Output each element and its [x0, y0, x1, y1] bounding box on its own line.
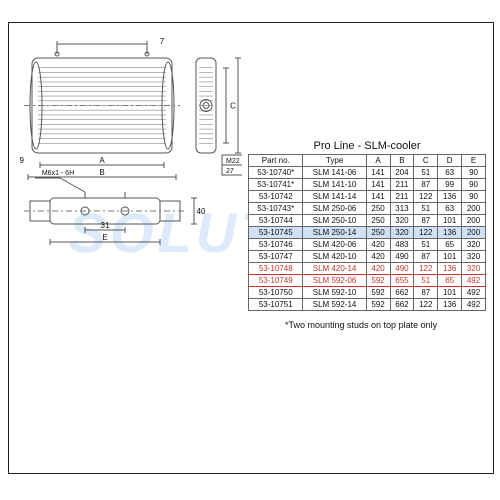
table-row: 53-10744SLM 250-1025032087101200 [249, 215, 486, 227]
table-title: Pro Line - SLM-cooler [248, 140, 486, 152]
table-row: 53-10750SLM 592-1059266287101492 [249, 287, 486, 299]
table-row: 53-10745SLM 250-14250320122136200 [249, 227, 486, 239]
svg-text:B: B [99, 168, 104, 177]
svg-text:40: 40 [197, 207, 206, 216]
svg-text:E: E [102, 233, 107, 242]
svg-text:C: C [230, 102, 236, 111]
svg-text:M22: M22 [226, 158, 240, 165]
table-row: 53-10747SLM 420-1042049087101320 [249, 251, 486, 263]
col-partno: Part no. [249, 155, 303, 167]
svg-text:9: 9 [20, 156, 25, 165]
table-row: 53-10740*SLM 141-06141204516390 [249, 167, 486, 179]
svg-text:M6x1 - 6H: M6x1 - 6H [42, 170, 74, 177]
col-d: D [438, 155, 462, 167]
table-row: 53-10749SLM 592-065926555165492 [249, 275, 486, 287]
table-row: 53-10741*SLM 141-10141211879990 [249, 179, 486, 191]
col-type: Type [303, 155, 366, 167]
col-b: B [390, 155, 414, 167]
svg-text:31: 31 [101, 221, 110, 230]
table-row: 53-10742SLM 141-1414121112213690 [249, 191, 486, 203]
col-a: A [366, 155, 390, 167]
svg-text:27: 27 [226, 168, 234, 175]
table-row: 53-10743*SLM 250-062503135163200 [249, 203, 486, 215]
spec-table-wrap: Pro Line - SLM-cooler Part no.TypeABCDE … [248, 140, 486, 311]
svg-text:A: A [99, 156, 105, 165]
table-row: 53-10748SLM 420-14420490122136320 [249, 263, 486, 275]
svg-text:7: 7 [160, 37, 165, 46]
technical-drawing: AB97CDM2227M6x1 - 6H31E40 [12, 28, 242, 328]
table-row: 53-10751SLM 592-14592662122136492 [249, 299, 486, 311]
footnote: *Two mounting studs on top plate only [285, 320, 437, 330]
table-row: 53-10746SLM 420-064204835165320 [249, 239, 486, 251]
spec-table: Part no.TypeABCDE 53-10740*SLM 141-06141… [248, 154, 486, 311]
col-c: C [414, 155, 438, 167]
col-e: E [462, 155, 486, 167]
